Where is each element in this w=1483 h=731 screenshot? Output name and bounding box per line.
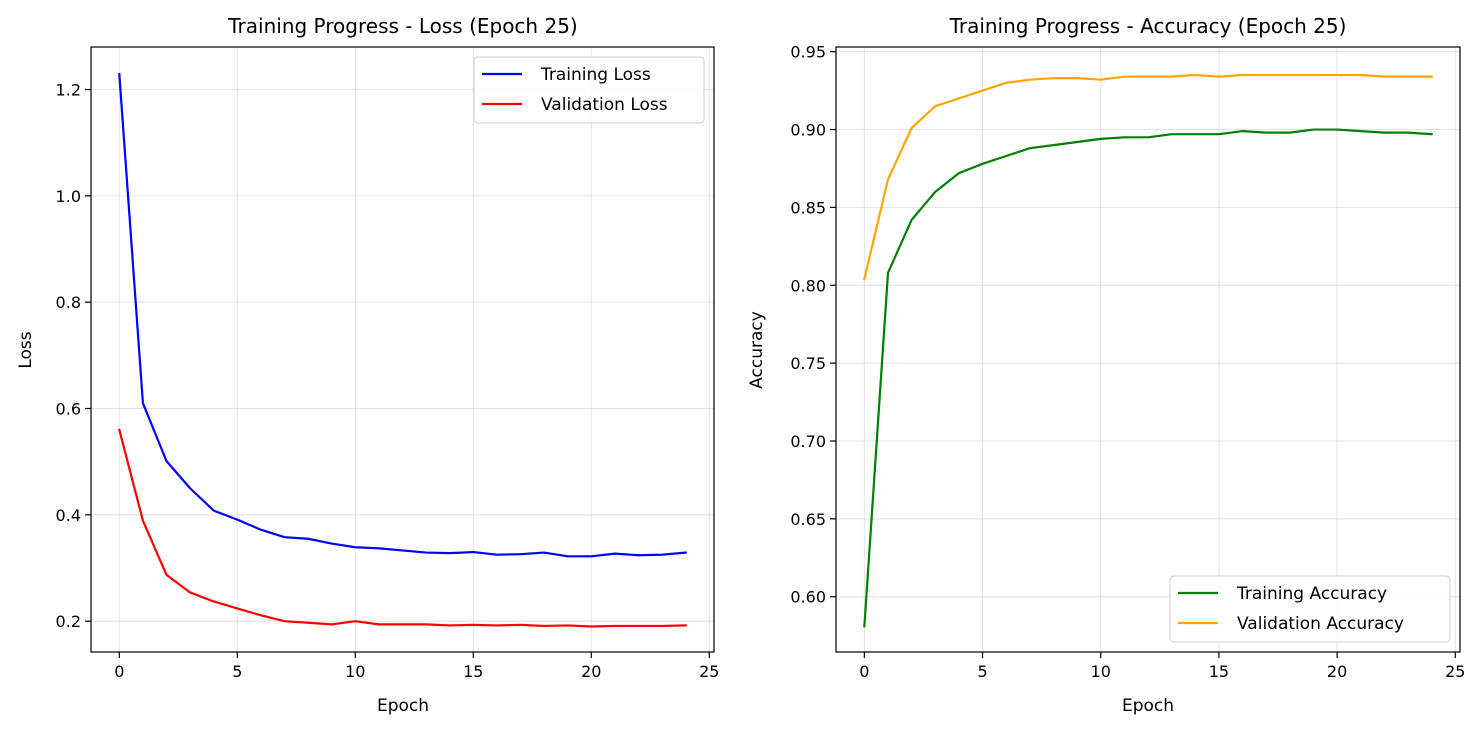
accuracy-chart-xtick-label: 5 bbox=[977, 662, 987, 681]
loss-chart-series-line-2 bbox=[117, 428, 687, 628]
loss-chart-xlabel: Epoch bbox=[377, 696, 429, 716]
loss-chart-ylabel: Loss bbox=[16, 331, 36, 368]
loss-chart-series-line-1 bbox=[118, 72, 687, 558]
accuracy-chart-xtick-label: 10 bbox=[1091, 662, 1111, 681]
accuracy-chart-xtick-label: 25 bbox=[1445, 662, 1465, 681]
loss-chart-ytick-label: 0.2 bbox=[56, 612, 81, 631]
accuracy-chart-xtick-label: 15 bbox=[1209, 662, 1229, 681]
accuracy-chart-legend-label: Training Accuracy bbox=[1236, 584, 1387, 604]
loss-chart-xtick-label: 5 bbox=[232, 662, 242, 681]
loss-chart-xtick-label: 15 bbox=[463, 662, 483, 681]
accuracy-chart-xlabel: Epoch bbox=[1122, 696, 1174, 716]
loss-chart-ytick-label: 1.2 bbox=[56, 81, 81, 100]
accuracy-chart: Training Progress - Accuracy (Epoch 25) … bbox=[747, 14, 1465, 716]
loss-chart-xtick-label: 10 bbox=[345, 662, 365, 681]
loss-chart-xtick-label: 20 bbox=[581, 662, 601, 681]
accuracy-chart-ylabel: Accuracy bbox=[747, 311, 767, 389]
loss-chart-legend-label: Validation Loss bbox=[541, 95, 668, 115]
accuracy-chart-ytick-label: 0.70 bbox=[790, 432, 826, 451]
accuracy-chart-series bbox=[863, 73, 1433, 628]
accuracy-chart-ytick-label: 0.85 bbox=[790, 198, 826, 217]
loss-chart-legend-label: Training Loss bbox=[540, 65, 651, 85]
accuracy-chart-ytick-label: 0.80 bbox=[790, 276, 826, 295]
accuracy-chart-legend: Training Accuracy Validation Accuracy bbox=[1169, 575, 1451, 643]
accuracy-chart-ytick-label: 0.75 bbox=[790, 354, 826, 373]
loss-chart-ytick-label: 0.4 bbox=[56, 506, 81, 525]
accuracy-chart-series-line-1 bbox=[863, 128, 1433, 628]
accuracy-chart-xtick-label: 20 bbox=[1327, 662, 1347, 681]
loss-chart-legend-box bbox=[473, 56, 705, 124]
accuracy-chart-legend-label: Validation Accuracy bbox=[1237, 614, 1404, 634]
accuracy-chart-title: Training Progress - Accuracy (Epoch 25) bbox=[949, 14, 1347, 38]
loss-chart-xtick-label: 0 bbox=[114, 662, 124, 681]
accuracy-chart-legend-box bbox=[1169, 575, 1451, 643]
accuracy-chart-frame bbox=[835, 46, 1461, 653]
loss-chart-title: Training Progress - Loss (Epoch 25) bbox=[227, 14, 577, 38]
loss-chart-legend: Training Loss Validation Loss bbox=[473, 56, 705, 124]
accuracy-chart-ytick-label: 0.90 bbox=[790, 121, 826, 140]
loss-chart-ytick-label: 1.0 bbox=[56, 187, 81, 206]
loss-chart-ticks: 0 5 10 15 20 25 0.2 0.4 0.6 0.8 1.0 1.2 bbox=[56, 81, 720, 681]
loss-chart: Training Progress - Loss (Epoch 25) Epoc… bbox=[16, 14, 719, 716]
loss-chart-frame bbox=[90, 46, 715, 653]
accuracy-chart-ytick-label: 0.60 bbox=[790, 588, 826, 607]
accuracy-chart-xtick-label: 0 bbox=[859, 662, 869, 681]
accuracy-chart-grid bbox=[836, 47, 1460, 652]
loss-chart-grid bbox=[91, 47, 714, 652]
accuracy-chart-ytick-label: 0.65 bbox=[790, 510, 826, 529]
loss-chart-xtick-label: 25 bbox=[699, 662, 719, 681]
accuracy-chart-ticks: 0 5 10 15 20 25 0.60 0.65 0.70 0.75 0.80 0.85 0.90 0.… bbox=[790, 43, 1465, 681]
accuracy-chart-ytick-label: 0.95 bbox=[790, 43, 826, 62]
accuracy-chart-series-line-2 bbox=[863, 73, 1433, 281]
loss-chart-ytick-label: 0.8 bbox=[56, 293, 81, 312]
loss-chart-ytick-label: 0.6 bbox=[56, 400, 81, 419]
loss-chart-series bbox=[117, 72, 687, 628]
